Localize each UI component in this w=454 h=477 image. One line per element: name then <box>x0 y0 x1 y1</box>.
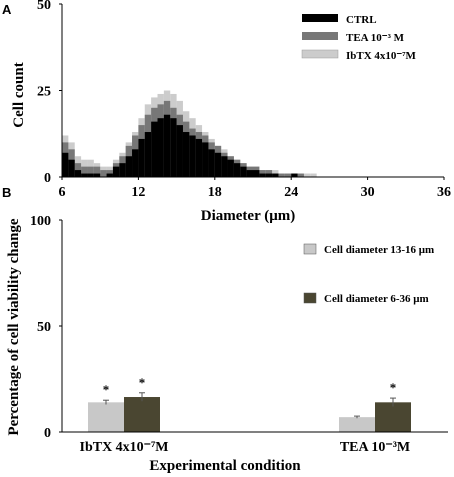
histogram-bars <box>62 90 317 177</box>
histogram-bar <box>100 170 107 177</box>
bar-legend-swatch <box>303 292 317 304</box>
panel-label-b: B <box>2 185 11 200</box>
bar-x-axis-label: Experimental condition <box>149 458 301 474</box>
histogram-legend-label: CTRL <box>346 14 377 26</box>
histogram-bar <box>291 173 298 177</box>
histogram-axes: 0 25 50 6 12 18 24 30 36 <box>37 0 451 200</box>
panel-label-a: A <box>2 2 12 17</box>
histogram-y-tick-label: 0 <box>44 171 51 186</box>
histogram-y-tick-label: 25 <box>37 85 51 100</box>
bar <box>375 402 411 432</box>
histogram-x-tick-label: 18 <box>208 185 222 200</box>
bar-legend-label: Cell diameter 6-36 μm <box>324 293 429 305</box>
histogram-bar <box>132 149 139 177</box>
histogram-bar <box>195 138 203 177</box>
histogram-bar <box>246 170 253 177</box>
histogram-bar <box>93 166 101 177</box>
histogram-bar <box>163 114 171 177</box>
histogram-bar <box>265 173 273 177</box>
histogram-x-tick-label: 24 <box>284 185 298 200</box>
bar-legend-swatch <box>303 243 317 255</box>
histogram-bar <box>182 132 190 177</box>
histogram-bar <box>144 132 152 177</box>
histogram-bar <box>272 173 279 177</box>
bar-y-axis-label: Percentage of cell viability change <box>6 218 22 436</box>
histogram-bar <box>189 135 196 177</box>
histogram-bar <box>278 173 285 177</box>
histogram-bar <box>284 173 292 177</box>
histogram-bar <box>81 173 88 177</box>
bar-chart-axes: IbTX 4x10⁻⁷M TEA 10⁻³M 0 50 100 <box>30 214 448 455</box>
histogram-legend: CTRL TEA 10⁻³ M IbTX 4x10⁻⁷M <box>301 14 417 62</box>
bar-y-tick-label: 50 <box>37 320 51 335</box>
significance-marker: * <box>139 375 146 390</box>
histogram-bar <box>221 156 228 177</box>
histogram-x-tick-label: 12 <box>131 185 145 200</box>
histogram-x-tick-label: 6 <box>59 185 66 200</box>
bar-chart-legend: Cell diameter 13-16 μm Cell diameter 6-36… <box>303 243 434 305</box>
histogram-bar <box>157 118 164 177</box>
histogram-legend-swatch <box>302 14 338 22</box>
histogram-x-tick-label: 30 <box>361 185 375 200</box>
bar-legend-label: Cell diameter 13-16 μm <box>324 244 434 256</box>
histogram-y-tick-label: 50 <box>37 0 51 13</box>
histogram-bar <box>112 166 120 177</box>
histogram-bar <box>233 163 241 177</box>
histogram-bar <box>62 152 69 177</box>
bar-y-tick-label: 100 <box>30 214 51 229</box>
histogram-bar <box>202 142 209 177</box>
histogram-bar <box>68 159 75 177</box>
histogram-bar <box>151 121 158 177</box>
bar <box>88 402 124 432</box>
bar <box>124 397 160 432</box>
category-label: TEA 10⁻³M <box>340 440 410 455</box>
bar <box>339 417 375 432</box>
histogram-x-axis-label: Diameter (μm) <box>201 208 295 224</box>
histogram-bar <box>214 152 222 177</box>
histogram-y-axis-label: Cell count <box>11 62 27 127</box>
histogram-bar <box>87 166 94 177</box>
histogram-bar <box>253 170 260 177</box>
significance-marker: * <box>103 382 110 397</box>
bar-y-tick-label: 0 <box>44 426 51 441</box>
histogram-panel: A Cell count Diameter (μm) 0 25 50 6 12 18 24 3… <box>2 0 451 224</box>
histogram-legend-label: TEA 10⁻³ M <box>346 32 405 44</box>
histogram-bar <box>176 125 183 177</box>
bar-chart-bars: * * * <box>88 375 411 432</box>
histogram-bar <box>259 173 266 177</box>
histogram-legend-label: IbTX 4x10⁻⁷M <box>346 50 417 62</box>
histogram-bar <box>119 163 126 177</box>
histogram-bar <box>170 118 177 177</box>
histogram-bar <box>297 173 304 177</box>
histogram-legend-swatch <box>302 32 338 40</box>
histogram-bar <box>87 173 94 177</box>
histogram-bar <box>310 173 317 177</box>
histogram-legend-swatch <box>301 49 339 59</box>
histogram-bar <box>93 173 101 177</box>
histogram-bar <box>227 159 234 177</box>
histogram-x-tick-label: 36 <box>437 185 451 200</box>
histogram-bar <box>303 173 311 177</box>
histogram-bar <box>106 173 113 177</box>
histogram-bar <box>138 138 145 177</box>
bar-chart-panel: B Percentage of cell viability change Ex… <box>2 185 448 474</box>
category-label: IbTX 4x10⁻⁷M <box>80 440 169 455</box>
histogram-bar <box>240 166 247 177</box>
histogram-bar <box>208 149 215 177</box>
significance-marker: * <box>390 380 397 395</box>
histogram-bar <box>81 166 88 177</box>
histogram-bar <box>74 170 82 177</box>
histogram-bar <box>125 156 133 177</box>
